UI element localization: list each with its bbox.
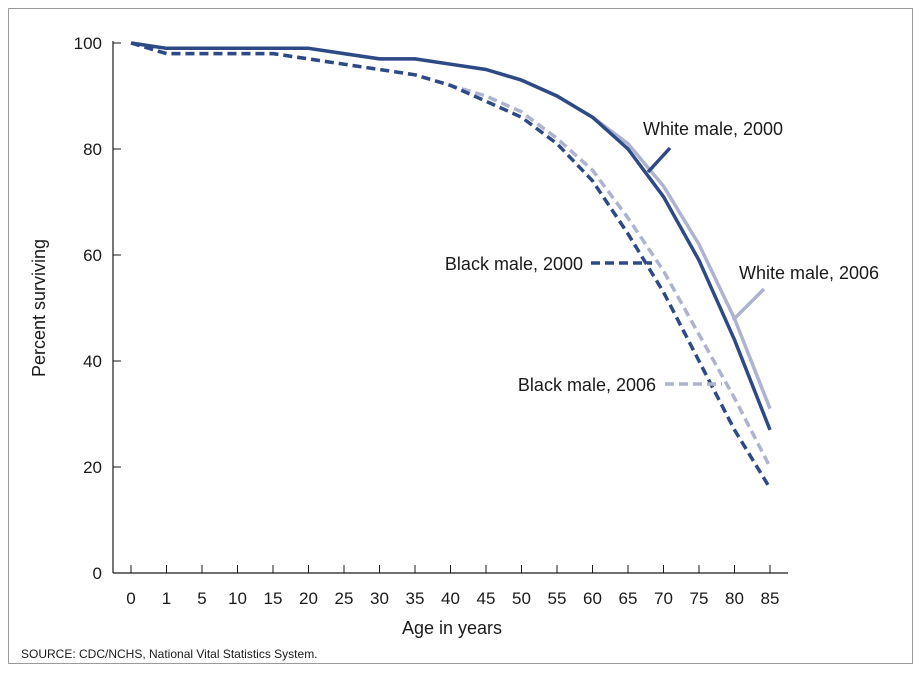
x-tick-label: 70 bbox=[654, 589, 673, 608]
label-layer: White male, 2000 White male, 2006 Black ma… bbox=[445, 119, 879, 395]
y-tick-label: 20 bbox=[83, 458, 102, 477]
x-tick-label: 60 bbox=[583, 589, 602, 608]
x-tick-label: 85 bbox=[761, 589, 780, 608]
y-tick-label: 100 bbox=[74, 34, 102, 53]
series-layer bbox=[130, 41, 772, 490]
y-axis-title: Percent surviving bbox=[29, 239, 49, 377]
x-tick-label: 20 bbox=[299, 589, 318, 608]
chart-frame bbox=[8, 8, 913, 664]
series-label: White male, 2006 bbox=[739, 263, 879, 283]
x-tick-label: 30 bbox=[370, 589, 389, 608]
y-tick-label: 40 bbox=[83, 352, 102, 371]
x-tick-label: 15 bbox=[264, 589, 283, 608]
y-tick-label: 60 bbox=[83, 246, 102, 265]
label-leader-line bbox=[646, 146, 672, 174]
series-label: White male, 2000 bbox=[643, 119, 783, 139]
label-leader-line bbox=[731, 287, 766, 322]
x-tick-label: 65 bbox=[619, 589, 638, 608]
series-line-white-male-2000 bbox=[130, 41, 772, 431]
x-tick-label: 0 bbox=[126, 589, 135, 608]
series-line-black-male-2000 bbox=[130, 41, 772, 490]
x-tick-label: 1 bbox=[162, 589, 171, 608]
x-tick-label: 75 bbox=[690, 589, 709, 608]
x-tick-label: 55 bbox=[548, 589, 567, 608]
x-tick-label: 5 bbox=[197, 589, 206, 608]
x-tick-label: 80 bbox=[725, 589, 744, 608]
series-line-white-male-2006 bbox=[130, 41, 772, 410]
x-tick-label: 35 bbox=[406, 589, 425, 608]
x-tick-label: 40 bbox=[441, 589, 460, 608]
x-tick-label: 45 bbox=[477, 589, 496, 608]
y-tick-label: 0 bbox=[93, 564, 102, 583]
x-tick-label: 25 bbox=[335, 589, 354, 608]
x-tick-label: 10 bbox=[228, 589, 247, 608]
series-label: Black male, 2000 bbox=[445, 254, 583, 274]
x-axis-title: Age in years bbox=[402, 618, 502, 638]
source-note: SOURCE: CDC/NCHS, National Vital Statist… bbox=[21, 647, 318, 661]
series-label: Black male, 2006 bbox=[518, 375, 656, 395]
y-tick-label: 80 bbox=[83, 140, 102, 159]
x-tick-label: 50 bbox=[512, 589, 531, 608]
